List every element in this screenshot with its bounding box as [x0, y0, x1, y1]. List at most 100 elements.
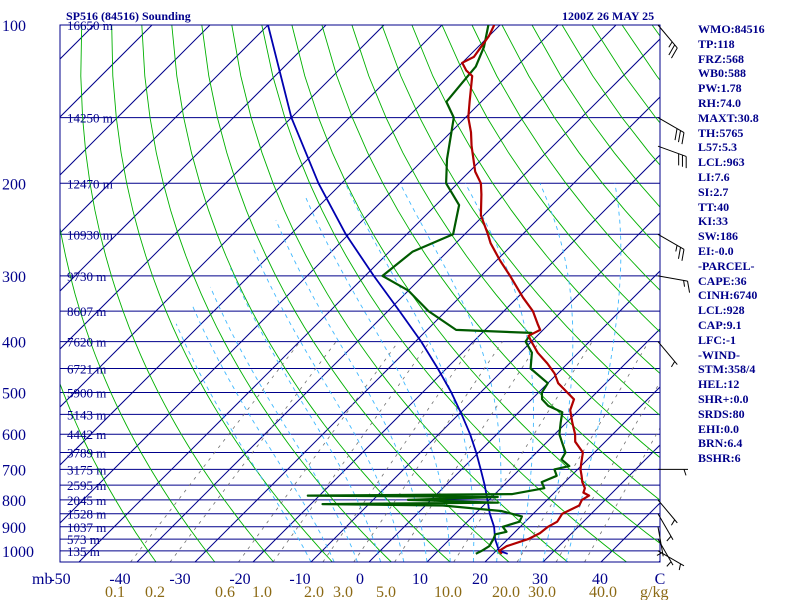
height-label: 12470 m: [67, 176, 113, 191]
station-title: SP516 (84516) Sounding: [66, 9, 191, 23]
height-label: 7620 m: [67, 335, 106, 350]
height-label: 14250 m: [67, 111, 113, 126]
dry-adiabat: [60, 225, 216, 562]
wind-barb-flag: [670, 47, 678, 59]
wind-barb: [657, 145, 687, 157]
isotherm-line: [60, 25, 443, 408]
height-label: 4442 m: [67, 427, 106, 442]
height-label: 16650 m: [67, 18, 113, 33]
dewpoint-trace: [306, 25, 571, 555]
isotherm-line: [60, 25, 501, 466]
valid-time: 1200Z 26 MAY 25: [562, 9, 655, 23]
dry-adiabat: [231, 25, 568, 562]
height-label: 10930 m: [67, 227, 113, 242]
pressure-tick-label: 900: [2, 520, 26, 537]
moist-adiabat: [304, 194, 451, 562]
pressure-tick-label: 600: [2, 427, 26, 444]
moist-adiabat: [399, 183, 502, 562]
mixing-ratio-line: [169, 341, 337, 562]
wind-barb-flag: [683, 280, 686, 287]
isotherm-line: [0, 25, 36, 562]
plot-frame: [59, 24, 661, 563]
index-line: SW:186: [698, 229, 739, 244]
pressure-tick-label: 100: [2, 18, 26, 35]
dry-adiabat: [441, 25, 660, 333]
index-line: STM:358/4: [698, 362, 756, 377]
pressure-unit-label: mb: [32, 571, 52, 588]
wind-barb-flag: [668, 44, 676, 56]
index-line: EI:-0.0: [698, 243, 734, 258]
dry-adiabat: [141, 25, 392, 562]
temperature-trace: [461, 25, 591, 555]
wind-barb-flag: [681, 249, 685, 261]
mixing-ratio-line: [130, 341, 301, 562]
index-line: BRN:6.4: [698, 436, 743, 451]
wind-barb-flag: [666, 535, 672, 542]
temperature-unit-label: C: [655, 571, 666, 588]
dry-adiabat: [351, 25, 660, 459]
mixing-ratio-label: 10.0: [434, 584, 462, 600]
wind-barb-flag: [670, 361, 676, 368]
mixing-ratio-line: [453, 341, 593, 562]
sounding-traces: [267, 25, 591, 555]
parcel-trace: [267, 25, 508, 555]
index-line: LFC:-1: [698, 332, 736, 347]
height-label: 9730 m: [67, 269, 106, 284]
mixing-ratio-label: 2.0: [304, 584, 324, 600]
index-line: WB0:588: [698, 66, 746, 81]
isotherm-line: [60, 25, 153, 118]
index-line: CAPE:36: [698, 273, 747, 288]
index-line: KI:33: [698, 214, 728, 229]
pressure-tick-label: 200: [2, 176, 26, 193]
indices-panel: WMO:84516 TP:118 FRZ:568 WB0:588 PW:1.78 RH:7…: [698, 22, 800, 466]
dry-adiabat: [411, 25, 660, 375]
dry-adiabat: [80, 25, 274, 562]
index-line: SI:2.7: [698, 184, 729, 199]
isotherm-line: [60, 25, 269, 234]
pressure-tick-label: 400: [2, 335, 26, 352]
moist-adiabat: [539, 183, 574, 562]
moist-adiabat: [252, 247, 405, 562]
index-line: TH:5765: [698, 125, 744, 140]
index-line: WMO:84516: [698, 22, 765, 36]
mixing-ratio-unit: g/kg: [640, 584, 668, 600]
wind-barb-flag: [677, 247, 682, 259]
height-label: 5143 m: [67, 407, 106, 422]
wind-barb-flag: [687, 281, 691, 293]
wind-barb: [657, 499, 678, 524]
pressure-tick-label: 700: [2, 462, 26, 479]
index-line: FRZ:568: [698, 51, 744, 66]
index-line: TT:40: [698, 199, 730, 214]
pressure-tick-label: 1000: [2, 544, 34, 561]
wind-barb: [657, 117, 685, 134]
index-line: LI:7.6: [698, 169, 730, 184]
mixing-ratio-label: 0.2: [145, 584, 165, 600]
temperature-tick-label: -50: [49, 571, 70, 588]
mixing-ratio-line: [353, 341, 503, 562]
moist-adiabat: [565, 183, 622, 562]
wind-barb-flag: [670, 519, 676, 526]
mixing-ratio-label: 0.6: [215, 584, 235, 600]
index-line: SRDS:80: [698, 406, 745, 421]
index-line: CINH:6740: [698, 288, 758, 303]
wind-barb-flag: [678, 563, 682, 571]
height-label: 1037 m: [67, 520, 106, 535]
height-label: 135 m: [67, 544, 100, 559]
dry-adiabat: [171, 25, 451, 562]
wind-barb-flag: [677, 130, 682, 143]
height-label: 2045 m: [67, 493, 106, 508]
height-label: 573 m: [67, 532, 100, 547]
wind-barb: [657, 275, 688, 282]
index-line: LCL:928: [698, 303, 745, 318]
isotherm-line: [426, 328, 660, 562]
mixing-ratio-label: 5.0: [376, 584, 396, 600]
dry-adiabat: [201, 25, 510, 562]
dry-adiabat: [261, 25, 627, 562]
pressure-tick-label: 500: [2, 386, 26, 403]
pressure-tick-label: 300: [2, 269, 26, 286]
mixing-ratio-label: 0.1: [105, 584, 125, 600]
wind-barb: [657, 341, 678, 365]
index-line: HEL:12: [698, 377, 740, 392]
wind-barb-flag: [675, 245, 678, 252]
